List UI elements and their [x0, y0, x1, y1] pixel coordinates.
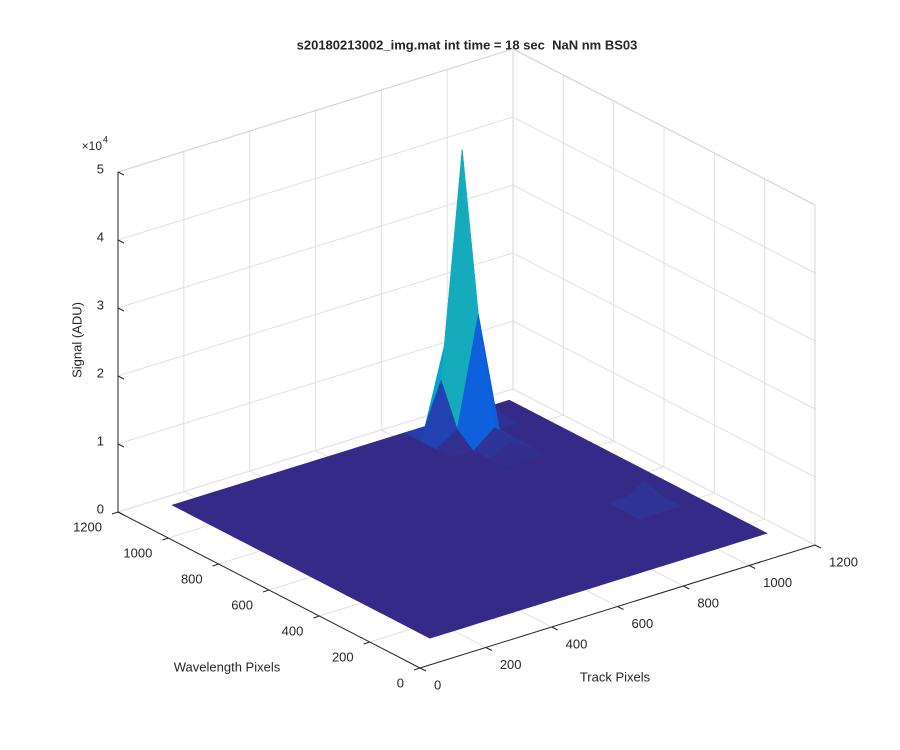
- z-tick-label: 3: [97, 297, 104, 312]
- y-tick: [162, 537, 169, 541]
- x-tick: [617, 606, 624, 610]
- y-tick-label: 1000: [123, 545, 152, 560]
- x-tick-label: 200: [500, 657, 522, 672]
- y-tick: [212, 563, 219, 567]
- z-tick: [117, 239, 125, 244]
- x-tick-label: 800: [697, 595, 719, 610]
- z-scale-power: 4: [103, 134, 108, 144]
- y-tick: [262, 589, 270, 593]
- z-tick-label: 4: [97, 229, 104, 244]
- x-tick-label: 600: [632, 616, 654, 631]
- x-tick-label: 0: [434, 677, 441, 692]
- y-tick: [413, 667, 421, 671]
- x-tick: [419, 667, 427, 672]
- y-tick-label: 600: [231, 597, 253, 612]
- x-tick: [551, 626, 558, 631]
- y-tick: [363, 641, 370, 645]
- z-tick: [117, 443, 125, 448]
- z-tick-label: 0: [97, 501, 104, 516]
- y-tick-label: 200: [332, 649, 354, 664]
- surface-patch: [413, 623, 452, 639]
- x-tick: [814, 544, 822, 549]
- y-axis-label: Wavelength Pixels: [174, 659, 281, 674]
- box-edge: [512, 48, 816, 206]
- z-tick-label: 2: [97, 365, 104, 380]
- x-axis-label: Track Pixels: [580, 669, 651, 684]
- x-tick-label: 400: [566, 636, 588, 651]
- y-tick: [111, 511, 119, 515]
- z-axis-label: Signal (ADU): [69, 302, 84, 378]
- box-edge: [117, 48, 514, 173]
- x-tick-label: 1000: [763, 575, 792, 590]
- x-tick-label: 1200: [829, 554, 858, 569]
- y-tick-label: 1200: [73, 519, 102, 534]
- y-tick-label: 0: [397, 675, 404, 690]
- z-scale-base: ×10: [82, 139, 103, 153]
- z-tick-label: 1: [97, 433, 104, 448]
- z-tick: [117, 307, 125, 312]
- y-tick-label: 400: [282, 623, 304, 638]
- y-tick: [313, 615, 320, 619]
- y-tick-label: 800: [181, 571, 203, 586]
- x-tick: [748, 565, 756, 569]
- x-tick: [485, 647, 493, 651]
- chart-title: s20180213002_img.mat int time = 18 sec N…: [297, 37, 638, 52]
- z-tick: [117, 375, 125, 380]
- z-tick: [117, 171, 125, 176]
- x-tick: [683, 585, 690, 590]
- z-tick-label: 5: [97, 161, 104, 176]
- z-tick: [117, 511, 125, 516]
